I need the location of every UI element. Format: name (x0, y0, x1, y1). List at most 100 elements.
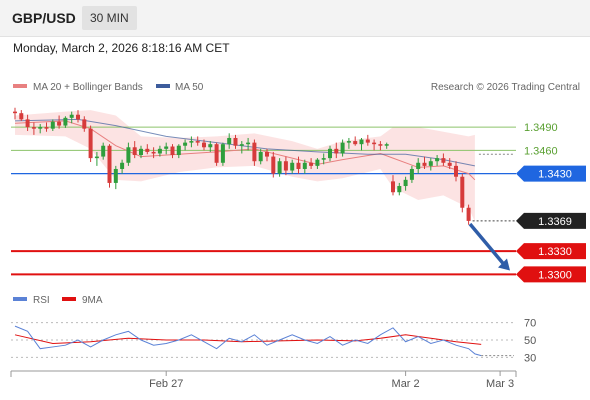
candle-52 (340, 139, 345, 157)
candle-48 (315, 158, 320, 169)
candle-43 (283, 156, 288, 176)
candle-4 (38, 124, 43, 134)
candle-20 (139, 145, 143, 159)
candle-7 (57, 115, 62, 129)
bollinger-band-area (15, 110, 475, 222)
candle-18 (126, 142, 131, 166)
level-label-1: 1.3460 (524, 145, 558, 157)
candle-70 (454, 161, 458, 182)
price-tags: 1.3490 1.3460 1.3430 1.3330 1.3300 1.3369 (516, 122, 586, 283)
candle-71 (460, 173, 465, 213)
rsi-line (14, 325, 482, 357)
last-price-tag (516, 212, 586, 229)
candle-51 (334, 142, 339, 159)
candle-59 (384, 142, 389, 149)
candle-36 (239, 141, 244, 154)
candle-33 (220, 142, 225, 166)
rsi-tick-0: 70 (524, 318, 536, 330)
candle-23 (157, 145, 162, 157)
candle-54 (353, 136, 358, 146)
candle-50 (328, 145, 332, 162)
ma20-line (14, 120, 476, 181)
forecast-arrow (468, 222, 506, 266)
price-levels (11, 126, 516, 276)
candle-38 (252, 139, 257, 166)
candle-47 (309, 158, 314, 169)
candle-64 (416, 158, 421, 174)
candle-42 (277, 158, 282, 177)
candle-67 (435, 155, 440, 166)
candle-28 (189, 136, 194, 148)
candle-72 (466, 204, 471, 225)
candle-31 (208, 141, 213, 152)
copyright-label: Research © 2026 Trading Central (431, 82, 580, 93)
x-label-1: Mar 2 (392, 378, 420, 390)
candle-57 (372, 139, 377, 151)
candle-63 (409, 165, 414, 183)
candle-25 (170, 144, 175, 159)
candle-6 (50, 119, 55, 131)
candle-19 (132, 141, 137, 159)
candle-0 (13, 107, 17, 120)
ma20-legend-swatch (13, 84, 27, 88)
candle-41 (271, 151, 276, 178)
candle-14 (101, 142, 106, 160)
candle-29 (195, 136, 200, 146)
candle-32 (214, 142, 219, 166)
level-tag-label-2: 1.3430 (538, 169, 572, 181)
candle-30 (202, 139, 206, 151)
bollinger-band (15, 110, 475, 222)
candle-22 (151, 147, 156, 159)
candle-5 (44, 122, 49, 132)
candle-56 (365, 134, 370, 146)
candle-10 (76, 110, 80, 123)
candle-60 (391, 175, 395, 196)
rsi-tick-1: 50 (524, 335, 536, 347)
symbol-title: GBP/USD (12, 10, 76, 26)
candle-15 (107, 144, 112, 188)
level-tag-2 (516, 165, 586, 182)
candle-12 (88, 125, 93, 162)
x-axis-labels: Feb 27 Mar 2 Mar 3 (149, 371, 514, 390)
datetime-label: Monday, March 2, 2026 8:18:16 AM CET (13, 41, 230, 55)
candle-17 (120, 159, 125, 174)
candle-65 (422, 156, 427, 169)
ma9-legend-label: 9MA (82, 295, 103, 306)
x-label-2: Mar 3 (486, 378, 514, 390)
candle-62 (403, 176, 408, 191)
candle-2 (25, 114, 30, 131)
rsi-ma9-line (14, 334, 482, 345)
candle-53 (346, 137, 351, 149)
level-tag-label-3: 1.3330 (538, 246, 572, 258)
candle-35 (233, 134, 238, 149)
rsi-tick-2: 30 (524, 352, 536, 364)
forecast-arrowhead (498, 258, 510, 271)
candle-68 (441, 153, 446, 166)
level-label-0: 1.3490 (524, 122, 558, 134)
candle-37 (246, 137, 251, 151)
ma50-legend-label: MA 50 (175, 82, 204, 93)
candle-39 (258, 148, 263, 165)
candle-61 (397, 182, 402, 196)
candle-69 (447, 158, 452, 169)
candle-46 (302, 159, 307, 174)
candle-26 (176, 144, 181, 159)
candle-66 (428, 158, 433, 171)
forecast-arrow-group (468, 222, 510, 271)
candle-34 (227, 133, 232, 149)
rsi-legend-swatch (13, 297, 27, 301)
candle-27 (183, 139, 188, 151)
level-tag-4 (516, 266, 586, 283)
candle-13 (94, 151, 99, 166)
last-price-label: 1.3369 (538, 216, 572, 228)
ma50-legend-swatch (156, 84, 170, 88)
candle-45 (296, 156, 301, 174)
candle-58 (378, 141, 383, 151)
interval-badge[interactable]: 30 MIN (82, 6, 137, 30)
ma9-legend-swatch (62, 297, 76, 301)
chart-header: GBP/USD 30 MIN (0, 0, 590, 37)
level-tag-label-4: 1.3300 (538, 269, 572, 281)
candle-11 (82, 116, 87, 132)
candles (13, 107, 471, 225)
